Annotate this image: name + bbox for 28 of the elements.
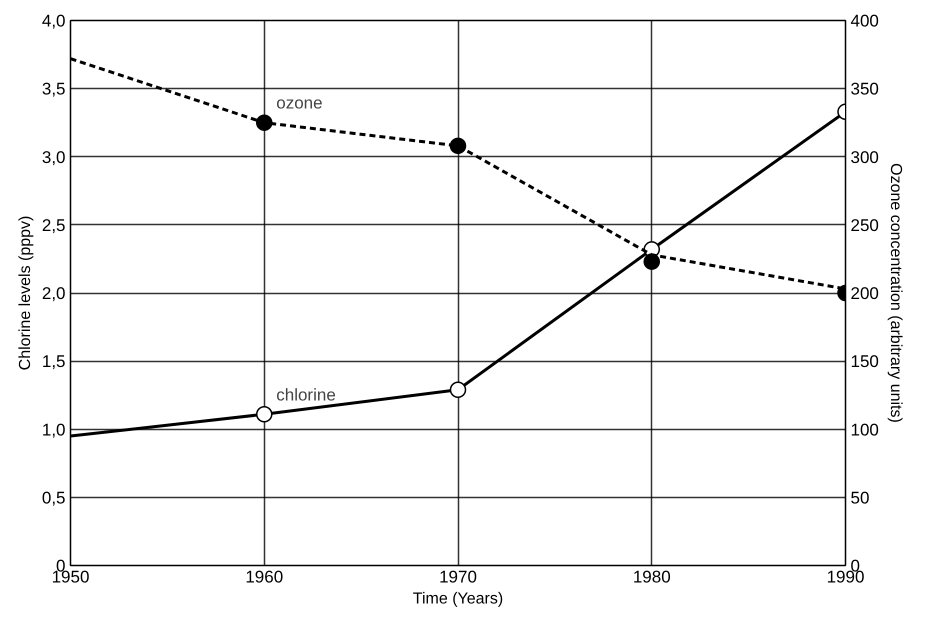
y2-tick-label: 400	[850, 12, 879, 30]
y2-tick-label: 200	[850, 284, 879, 303]
point	[256, 114, 272, 131]
y-tick-label: 4,0	[42, 12, 66, 30]
x-tick-label: 1970	[439, 568, 477, 586]
x-axis-title: Time (Years)	[412, 590, 504, 608]
y-tick-label: 1,5	[42, 352, 66, 372]
y2-tick-label: 150	[850, 352, 879, 372]
series-label: chlorine	[276, 385, 336, 404]
y-tick-label: 1,0	[42, 420, 66, 440]
y-tick-label: 3,0	[42, 148, 66, 167]
y2-tick-label: 50	[850, 488, 870, 508]
y2-tick-label: 100	[850, 420, 879, 440]
y-tick-label: 3,5	[42, 80, 66, 99]
y2-axis-title: Ozone concentration (arbitrary units)	[886, 163, 904, 423]
y-tick-label: 2,0	[42, 284, 66, 303]
y-tick-label: 2,5	[42, 216, 66, 235]
point	[450, 138, 466, 154]
y-axis-title: Chlorine levels (pppv)	[16, 216, 34, 370]
point	[256, 406, 272, 422]
y2-tick-label: 250	[850, 216, 879, 235]
y2-tick-label: 300	[850, 148, 879, 167]
y2-tick-label: 350	[850, 80, 879, 99]
x-tick-label: 1960	[245, 568, 284, 586]
y-tick-label: 0,5	[42, 488, 66, 508]
x-tick-label: 1980	[632, 568, 671, 586]
point	[450, 382, 466, 398]
series-label: ozone	[276, 94, 323, 113]
